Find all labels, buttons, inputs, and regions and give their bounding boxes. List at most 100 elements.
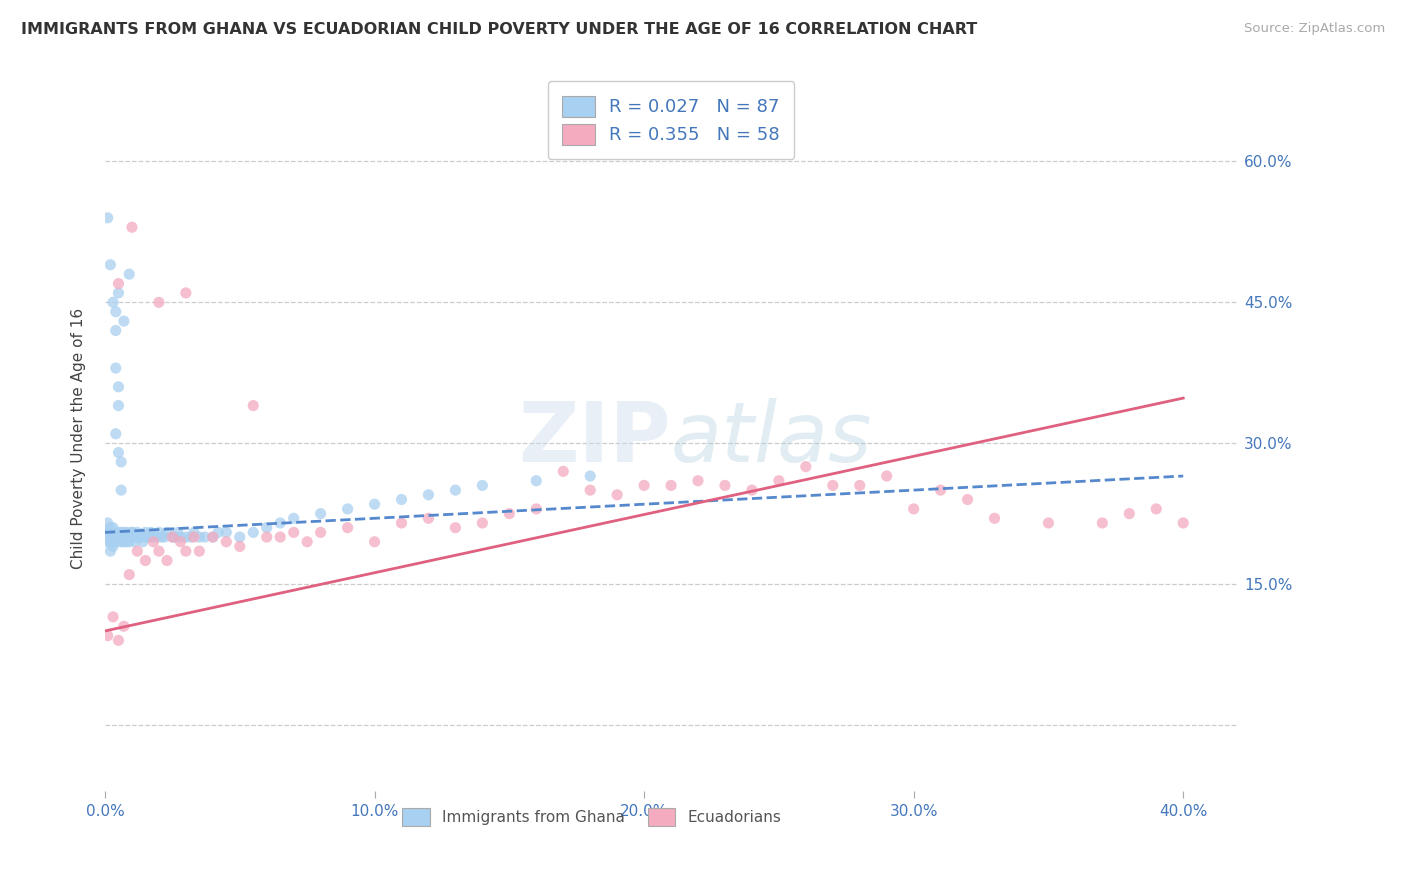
Point bbox=[104, 361, 127, 376]
Point bbox=[166, 525, 188, 540]
Point bbox=[129, 530, 152, 544]
Point bbox=[309, 507, 332, 521]
Point bbox=[498, 507, 520, 521]
Point bbox=[110, 483, 132, 497]
Point bbox=[107, 525, 129, 540]
Point bbox=[444, 483, 467, 497]
Point bbox=[201, 530, 224, 544]
Point bbox=[242, 399, 264, 413]
Point bbox=[115, 525, 138, 540]
Point bbox=[97, 629, 120, 643]
Point bbox=[418, 488, 440, 502]
Point bbox=[242, 525, 264, 540]
Point bbox=[309, 525, 332, 540]
Point bbox=[269, 516, 291, 530]
Point bbox=[101, 530, 124, 544]
Point bbox=[229, 530, 252, 544]
Point bbox=[100, 534, 122, 549]
Point bbox=[363, 497, 385, 511]
Point bbox=[101, 530, 124, 544]
Point bbox=[139, 525, 162, 540]
Point bbox=[659, 478, 682, 492]
Point bbox=[127, 530, 149, 544]
Point bbox=[686, 474, 709, 488]
Point bbox=[741, 483, 763, 497]
Point bbox=[118, 530, 141, 544]
Point bbox=[121, 525, 143, 540]
Point bbox=[363, 534, 385, 549]
Point bbox=[391, 516, 413, 530]
Point bbox=[1173, 516, 1195, 530]
Point bbox=[107, 445, 129, 459]
Legend: Immigrants from Ghana, Ecuadorians: Immigrants from Ghana, Ecuadorians bbox=[395, 801, 789, 834]
Point bbox=[100, 258, 122, 272]
Point bbox=[524, 502, 547, 516]
Point bbox=[124, 530, 146, 544]
Point bbox=[129, 530, 152, 544]
Point bbox=[714, 478, 737, 492]
Point bbox=[983, 511, 1005, 525]
Point bbox=[579, 469, 602, 483]
Point bbox=[606, 488, 628, 502]
Text: atlas: atlas bbox=[671, 398, 873, 479]
Point bbox=[201, 530, 224, 544]
Point bbox=[121, 220, 143, 235]
Point bbox=[134, 530, 156, 544]
Point bbox=[848, 478, 870, 492]
Point bbox=[188, 530, 211, 544]
Point bbox=[183, 525, 205, 540]
Point bbox=[142, 534, 165, 549]
Point bbox=[121, 530, 143, 544]
Point bbox=[127, 544, 149, 558]
Point bbox=[929, 483, 952, 497]
Point bbox=[444, 521, 467, 535]
Point bbox=[104, 324, 127, 338]
Point bbox=[115, 530, 138, 544]
Point bbox=[256, 530, 278, 544]
Text: ZIP: ZIP bbox=[519, 398, 671, 479]
Point bbox=[188, 544, 211, 558]
Point bbox=[110, 455, 132, 469]
Point bbox=[194, 530, 217, 544]
Point bbox=[100, 544, 122, 558]
Point bbox=[127, 525, 149, 540]
Point bbox=[118, 267, 141, 281]
Point bbox=[100, 525, 122, 540]
Point bbox=[794, 459, 817, 474]
Point bbox=[132, 534, 155, 549]
Point bbox=[121, 525, 143, 540]
Point bbox=[633, 478, 655, 492]
Point bbox=[101, 295, 124, 310]
Point bbox=[107, 285, 129, 300]
Point bbox=[156, 553, 179, 567]
Point bbox=[336, 502, 359, 516]
Point bbox=[134, 553, 156, 567]
Point bbox=[112, 314, 135, 328]
Point bbox=[903, 502, 925, 516]
Point bbox=[207, 525, 229, 540]
Point bbox=[471, 516, 494, 530]
Point bbox=[112, 534, 135, 549]
Point bbox=[97, 211, 120, 225]
Point bbox=[148, 525, 170, 540]
Y-axis label: Child Poverty Under the Age of 16: Child Poverty Under the Age of 16 bbox=[72, 308, 86, 569]
Point bbox=[148, 295, 170, 310]
Point bbox=[471, 478, 494, 492]
Point bbox=[107, 380, 129, 394]
Point bbox=[107, 399, 129, 413]
Point bbox=[418, 511, 440, 525]
Point bbox=[101, 534, 124, 549]
Point bbox=[956, 492, 979, 507]
Point bbox=[391, 492, 413, 507]
Point bbox=[174, 285, 197, 300]
Point bbox=[524, 474, 547, 488]
Point bbox=[100, 530, 122, 544]
Point bbox=[215, 525, 238, 540]
Point bbox=[142, 530, 165, 544]
Point bbox=[283, 511, 305, 525]
Point bbox=[97, 534, 120, 549]
Point bbox=[283, 525, 305, 540]
Text: IMMIGRANTS FROM GHANA VS ECUADORIAN CHILD POVERTY UNDER THE AGE OF 16 CORRELATIO: IMMIGRANTS FROM GHANA VS ECUADORIAN CHIL… bbox=[21, 22, 977, 37]
Point bbox=[156, 525, 179, 540]
Point bbox=[256, 521, 278, 535]
